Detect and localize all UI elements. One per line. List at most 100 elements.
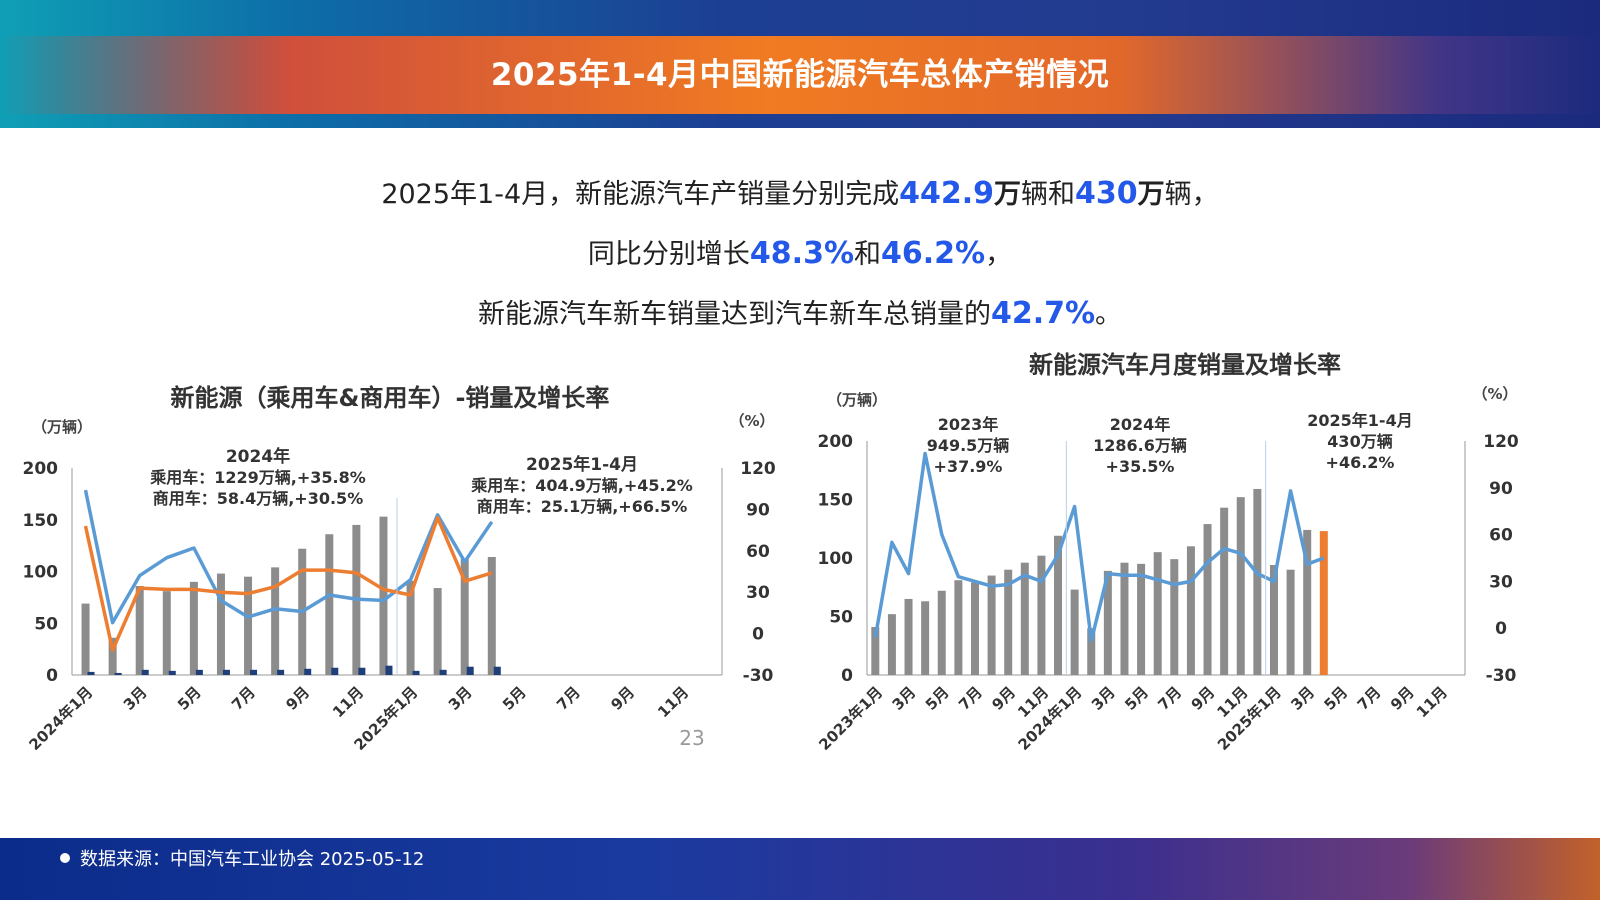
annotation-2025: 乘用车：404.9万辆,+45.2% xyxy=(470,476,693,495)
bar xyxy=(954,580,963,675)
chart-title: 新能源（乘用车&商用车）-销量及增长率 xyxy=(171,384,610,412)
annotation-2024: 2024年 xyxy=(1110,415,1171,434)
annotation-2024: +35.5% xyxy=(1106,457,1175,476)
annotation-2025: +46.2% xyxy=(1326,453,1395,472)
bar xyxy=(1303,529,1312,675)
bar xyxy=(412,670,420,675)
bar xyxy=(487,557,496,675)
production-unit: 万 xyxy=(994,179,1022,210)
bar xyxy=(1236,497,1245,675)
right-tick-label: -30 xyxy=(1486,666,1517,686)
bar xyxy=(987,575,996,675)
x-tick-label: 7月 xyxy=(1354,683,1385,714)
right-tick-label: 0 xyxy=(1495,619,1507,639)
right-tick-label: 30 xyxy=(746,583,770,603)
share-value: 42.7% xyxy=(990,296,1096,331)
bar xyxy=(244,576,253,675)
x-tick-label: 5月 xyxy=(499,683,530,714)
right-tick-label: 120 xyxy=(740,459,776,479)
bar xyxy=(921,601,930,675)
right-tick-label: 0 xyxy=(752,625,764,645)
bar xyxy=(937,590,946,675)
x-tick-label: 7月 xyxy=(553,683,584,714)
left-tick-label: 150 xyxy=(818,491,854,511)
bar xyxy=(87,671,95,675)
x-tick-label: 5月 xyxy=(1121,683,1152,714)
x-tick-label: 7月 xyxy=(1154,683,1185,714)
right-tick-label: 120 xyxy=(1483,432,1519,452)
left-tick-label: 150 xyxy=(23,511,59,531)
annotation-2025: 商用车：25.1万辆,+66.5% xyxy=(477,497,687,516)
bar xyxy=(887,614,896,675)
bar xyxy=(466,666,474,675)
summary-text: 新能源汽车新车销量达到汽车新车总销量的 xyxy=(477,299,991,330)
annotation-2024: 1286.6万辆 xyxy=(1093,436,1187,455)
bar xyxy=(1120,562,1129,675)
production-value: 442.9 xyxy=(899,176,995,211)
annotation-2023: +37.9% xyxy=(934,457,1003,476)
left-tick-label: 50 xyxy=(34,614,58,634)
annotation-2024: 2024年 xyxy=(226,446,290,467)
left-axis-unit: （万辆） xyxy=(827,391,887,409)
summary-line-1: 2025年1-4月，新能源汽车产销量分别完成442.9万辆和430万辆， xyxy=(0,172,1600,211)
bar xyxy=(1170,559,1179,675)
bar xyxy=(433,588,442,675)
bar xyxy=(108,637,117,675)
growth-line xyxy=(83,515,493,652)
summary-line-2: 同比分别增长48.3%和46.2%， xyxy=(0,232,1600,271)
right-tick-label: 30 xyxy=(1489,572,1513,592)
right-tick-label: 60 xyxy=(1489,526,1513,546)
summary-text: 同比分别增长 xyxy=(587,239,750,270)
bar xyxy=(168,670,176,675)
annotation-2024: 商用车：58.4万辆,+30.5% xyxy=(153,489,363,508)
x-tick-label: 3月 xyxy=(1088,683,1119,714)
x-tick-label: 7月 xyxy=(228,683,259,714)
bullet-icon xyxy=(60,853,70,863)
x-tick-label: 9月 xyxy=(607,683,638,714)
bar xyxy=(81,603,90,675)
production-growth: 48.3% xyxy=(749,236,854,271)
right-tick-label: 60 xyxy=(746,542,770,562)
summary-text: 辆， xyxy=(1164,179,1219,210)
left-tick-label: 50 xyxy=(829,608,853,628)
bar xyxy=(1137,563,1146,675)
bar xyxy=(1203,524,1212,675)
summary-text: 和 xyxy=(854,239,881,270)
bar xyxy=(331,667,339,675)
bar xyxy=(1054,535,1063,675)
annotation-2025: 2025年1-4月 xyxy=(1307,411,1412,430)
source-date: 2025-05-12 xyxy=(319,849,425,870)
x-tick-label: 11月 xyxy=(1413,683,1451,721)
summary-text: 辆和 xyxy=(1021,179,1076,210)
data-source: 数据来源：中国汽车工业协会 2025-05-12 xyxy=(60,848,424,872)
right-tick-label: 90 xyxy=(1489,479,1513,499)
x-tick-label: 5月 xyxy=(922,683,953,714)
growth-line xyxy=(873,451,1325,643)
title-band xyxy=(0,36,1600,114)
bar xyxy=(1103,570,1112,675)
bar xyxy=(460,559,469,675)
x-tick-label: 2023年1月 xyxy=(815,683,886,754)
bar xyxy=(1286,569,1295,675)
bar xyxy=(325,534,334,675)
bar xyxy=(970,582,979,675)
page-number-label: 23 xyxy=(679,726,704,750)
bar xyxy=(1269,565,1278,675)
summary-text: 2025年1-4月，新能源汽车产销量分别完成 xyxy=(381,179,900,210)
sales-value: 430 xyxy=(1075,176,1138,211)
bar xyxy=(1153,552,1162,675)
left-tick-label: 100 xyxy=(23,563,59,583)
bar xyxy=(162,591,171,675)
bar xyxy=(1020,562,1029,675)
x-tick-label: 5月 xyxy=(1321,683,1352,714)
left-tick-label: 200 xyxy=(818,432,854,452)
x-tick-label: 7月 xyxy=(955,683,986,714)
annotation-2023: 949.5万辆 xyxy=(927,436,1010,455)
bar xyxy=(871,627,880,675)
bar xyxy=(379,516,388,675)
annotation-2025: 2025年1-4月 xyxy=(526,454,638,475)
source-label: 数据来源：中国汽车工业协会 xyxy=(80,849,314,870)
bar xyxy=(216,573,225,675)
summary-text: ， xyxy=(985,239,1013,270)
bar xyxy=(904,598,913,675)
